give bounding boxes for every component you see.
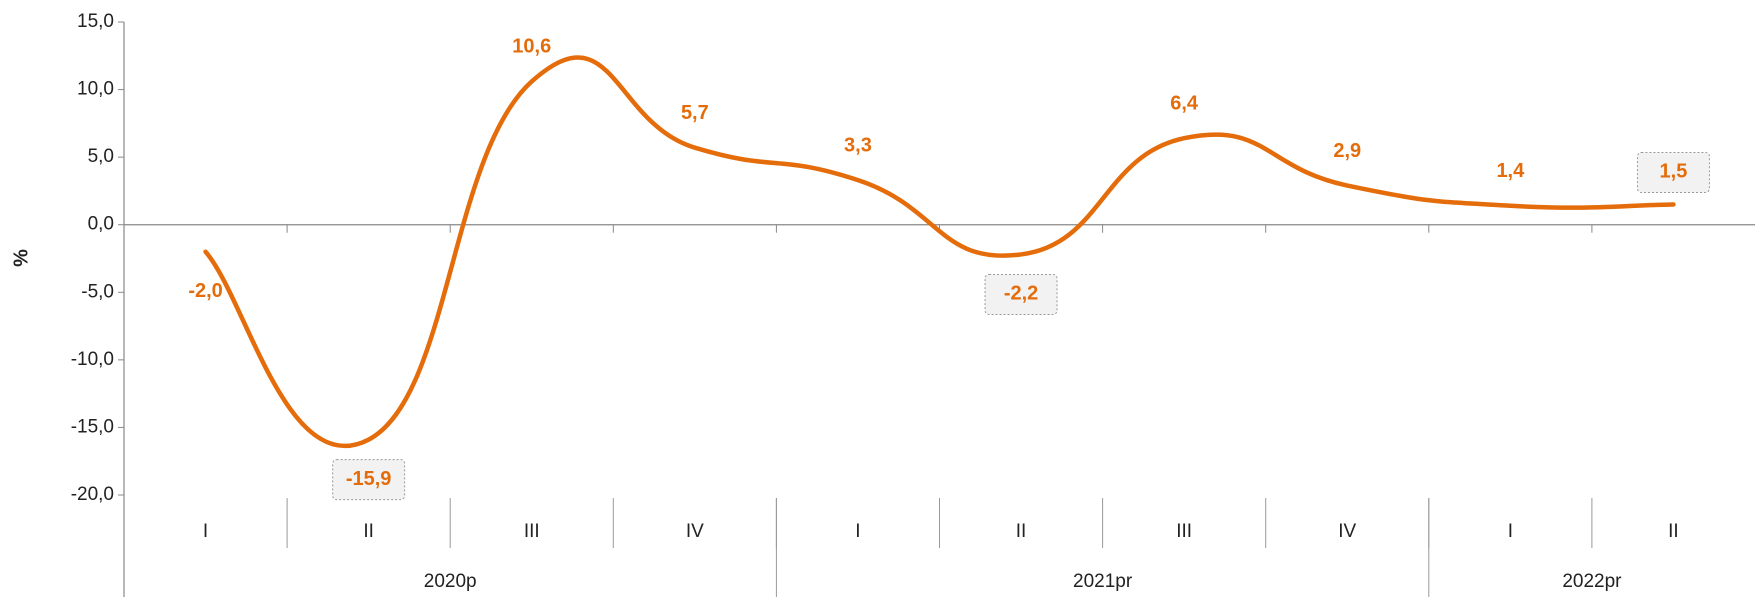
y-tick-label: 0,0 [88, 214, 114, 235]
y-tick-label: -10,0 [71, 349, 114, 370]
x-tick-label: IV [1338, 521, 1356, 542]
callout-box [1636, 151, 1710, 193]
group-label: 2021pr [1073, 571, 1133, 592]
x-tick-label: I [855, 521, 860, 542]
data-label: -2,0 [188, 280, 222, 302]
data-label: 6,4 [1170, 93, 1199, 115]
callout-box [984, 273, 1058, 315]
group-label: 2022pr [1562, 571, 1622, 592]
x-tick-label: II [363, 521, 374, 542]
callout-box [332, 459, 406, 501]
y-tick-label: -15,0 [71, 416, 114, 437]
data-label: 10,6 [512, 36, 551, 58]
data-label: 3,3 [844, 134, 872, 156]
x-tick-label: II [1668, 521, 1679, 542]
x-tick-label: IV [686, 521, 704, 542]
y-tick-label: -5,0 [81, 281, 114, 302]
x-tick-label: III [1176, 521, 1192, 542]
y-axis-label: % [10, 249, 32, 267]
y-tick-label: 10,0 [77, 79, 114, 100]
data-label: 1,5 [1660, 161, 1688, 183]
y-tick-label: -20,0 [71, 484, 114, 505]
data-label: 1,4 [1496, 160, 1525, 182]
y-tick-label: 5,0 [88, 146, 114, 167]
x-tick-label: III [524, 521, 540, 542]
x-tick-label: I [203, 521, 208, 542]
data-label: 5,7 [681, 102, 709, 124]
data-label: 2,9 [1333, 140, 1361, 162]
x-tick-label: I [1508, 521, 1513, 542]
data-label: -2,2 [1004, 283, 1038, 305]
x-tick-label: II [1016, 521, 1027, 542]
data-label: -15,9 [346, 468, 392, 490]
group-label: 2020p [424, 571, 477, 592]
y-tick-label: 15,0 [77, 11, 114, 32]
series-line [203, 55, 1676, 449]
